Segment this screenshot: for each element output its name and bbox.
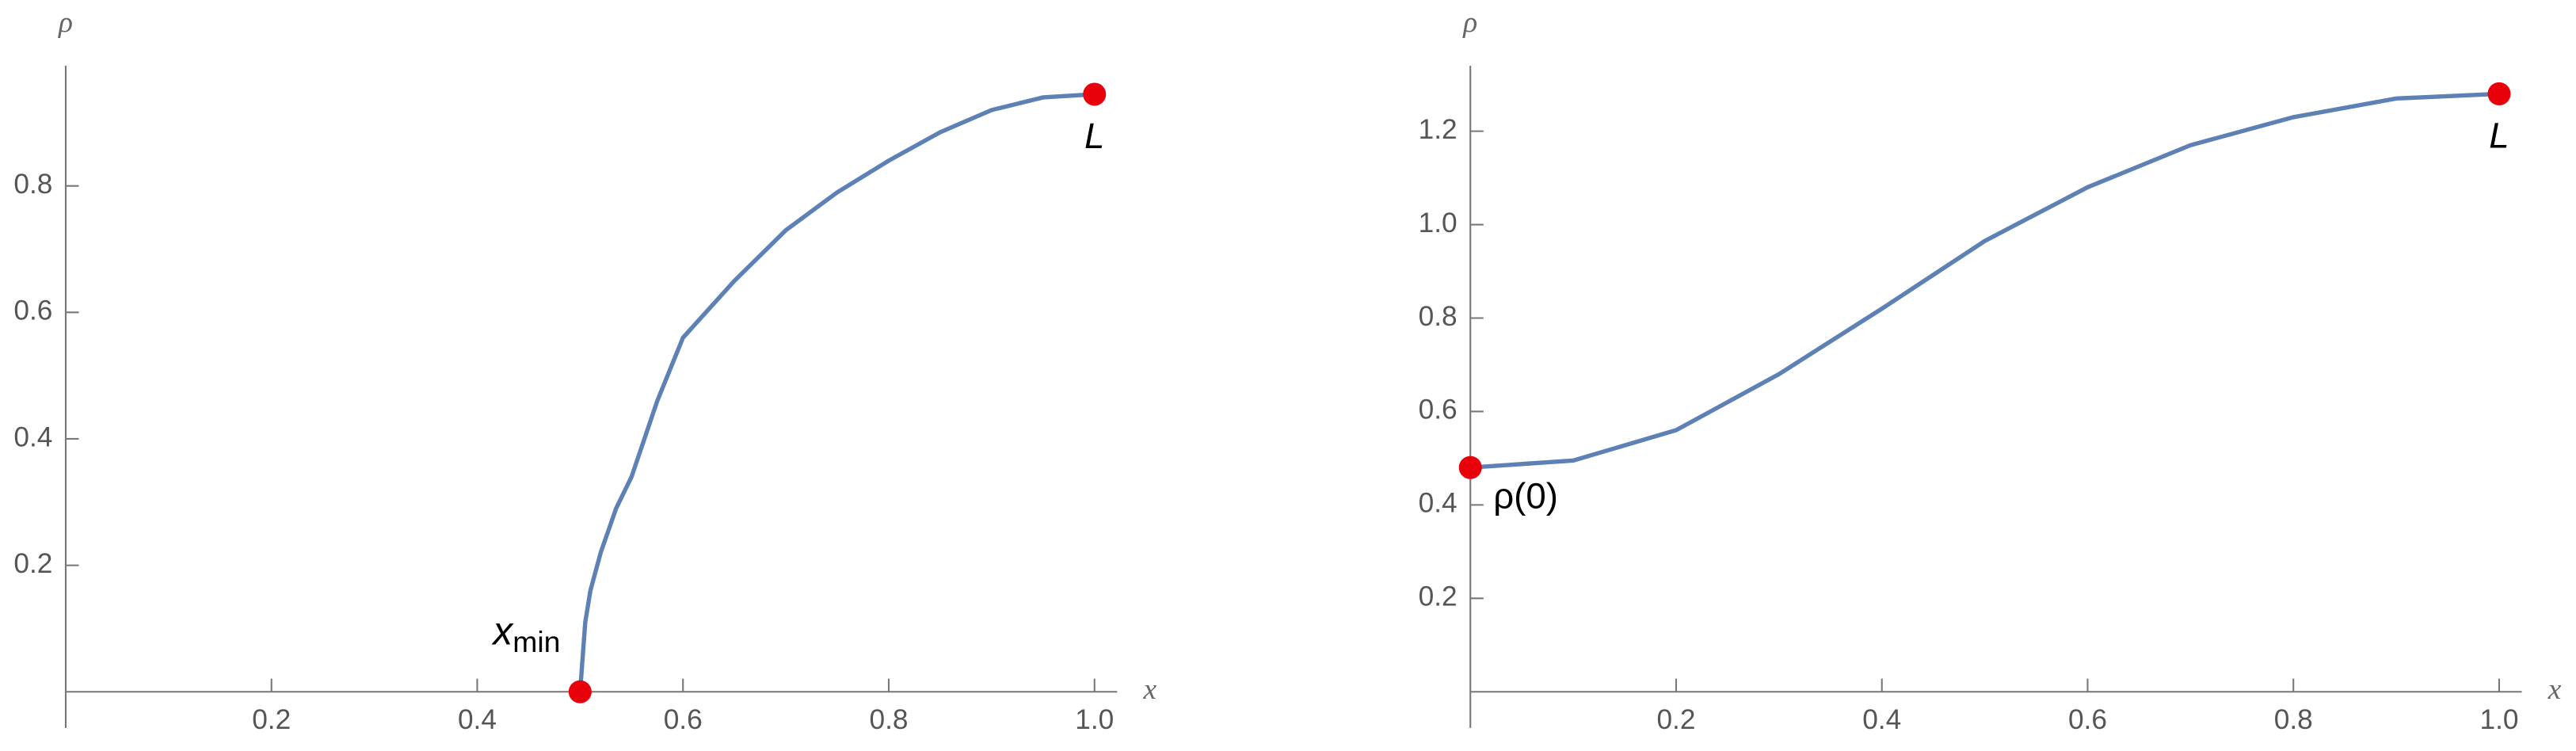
y-tick-label: 0.4: [13, 421, 52, 452]
x-tick-label: 0.2: [1656, 704, 1695, 735]
x-tick-label: 0.4: [1862, 704, 1901, 735]
y-tick-label: 0.4: [1419, 488, 1458, 519]
point: [568, 680, 592, 703]
y-tick-label: 0.8: [13, 169, 52, 200]
y-tick-label: 0.6: [13, 295, 52, 326]
point-label: L: [1084, 116, 1104, 156]
x-tick-label: 0.6: [2068, 704, 2107, 735]
y-tick-label: 0.8: [1419, 301, 1458, 332]
x-axis-label: x: [1142, 673, 1157, 706]
data-line: [1470, 91, 2500, 470]
data-line: [577, 92, 1095, 692]
point: [1083, 82, 1107, 106]
y-tick-label: 0.6: [1419, 395, 1458, 425]
point-label: xmin: [491, 609, 560, 658]
point-label: ρ(0): [1493, 476, 1558, 517]
y-tick-label: 1.2: [1419, 114, 1458, 145]
x-tick-label: 0.6: [664, 704, 703, 735]
y-axis-label: ρ: [1462, 6, 1477, 39]
point: [1458, 456, 1482, 479]
y-axis-label: ρ: [58, 6, 73, 39]
x-axis-label: x: [2547, 673, 2562, 706]
x-tick-label: 1.0: [1075, 704, 1114, 735]
point-label-text: L: [1084, 116, 1104, 156]
point-label: L: [2489, 115, 2509, 155]
point-label-text: L: [2489, 115, 2509, 155]
point-label-text: ρ(0): [1493, 476, 1558, 517]
y-tick-label: 0.2: [13, 548, 52, 579]
x-tick-label: 1.0: [2479, 704, 2518, 735]
y-tick-label: 0.2: [1419, 581, 1458, 612]
x-tick-label: 0.8: [2274, 704, 2313, 735]
point: [2487, 82, 2511, 105]
x-tick-label: 0.8: [869, 704, 908, 735]
x-tick-label: 0.4: [458, 704, 497, 735]
y-tick-label: 1.0: [1419, 208, 1458, 238]
x-tick-label: 0.2: [252, 704, 291, 735]
point-label-text: x: [491, 609, 514, 654]
point-label-sub: min: [513, 625, 560, 658]
